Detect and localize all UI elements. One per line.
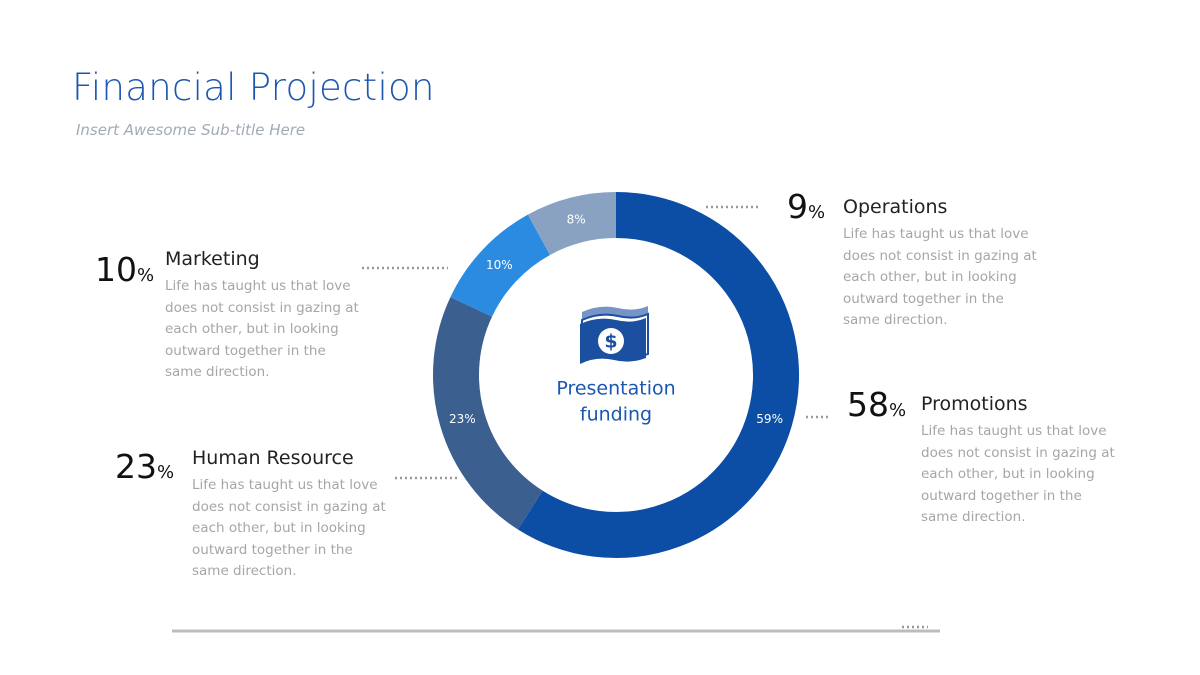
donut-segment (517, 192, 799, 558)
callout-text: Life has taught us that love does not co… (192, 477, 386, 579)
callout: Marketing Life has taught us that love do… (165, 248, 365, 384)
callout-unit: % (808, 202, 826, 223)
svg-text:$: $ (604, 331, 617, 353)
donut-segment (450, 214, 551, 318)
leaders (362, 205, 928, 629)
segment-label: 23% (449, 412, 476, 426)
donut-segment (527, 192, 617, 256)
callout-unit: % (137, 265, 155, 286)
callout: Promotions Life has taught us that love d… (921, 393, 1121, 529)
callout-text: Life has taught us that love does not co… (921, 423, 1115, 525)
callout-unit: % (157, 462, 175, 483)
center-label: Presentation (556, 378, 675, 400)
segment-label: 59% (756, 412, 783, 426)
donut-segment (433, 297, 544, 530)
callout-number: 58% (847, 385, 906, 424)
callout-unit: % (889, 400, 907, 421)
callout-number: 9% (787, 187, 825, 226)
callout-number: 23% (115, 447, 174, 486)
callout-number: 10% (95, 250, 154, 289)
callout-name: Human Resource (192, 447, 354, 469)
callout-value: 9 (787, 187, 808, 226)
callout-name: Promotions (921, 393, 1028, 415)
donut: 59% 23% 10% 8% (433, 192, 799, 558)
callout-name: Marketing (165, 248, 260, 270)
callout-value: 10 (95, 250, 137, 289)
title: Financial Projection (72, 66, 435, 109)
money-icon: $ (580, 306, 649, 364)
callout-value: 23 (115, 447, 157, 486)
center-label: funding (580, 404, 652, 426)
callout: Human Resource Life has taught us that lo… (192, 447, 392, 583)
callout-name: Operations (843, 196, 948, 218)
callout-text: Life has taught us that love does not co… (843, 226, 1037, 328)
subtitle: Insert Awesome Sub-title Here (76, 121, 306, 139)
callout: Operations Life has taught us that love d… (843, 196, 1043, 332)
callout-value: 58 (847, 385, 889, 424)
callout-text: Life has taught us that love does not co… (165, 278, 359, 380)
segment-label: 8% (567, 213, 586, 227)
segment-label: 10% (486, 258, 513, 272)
